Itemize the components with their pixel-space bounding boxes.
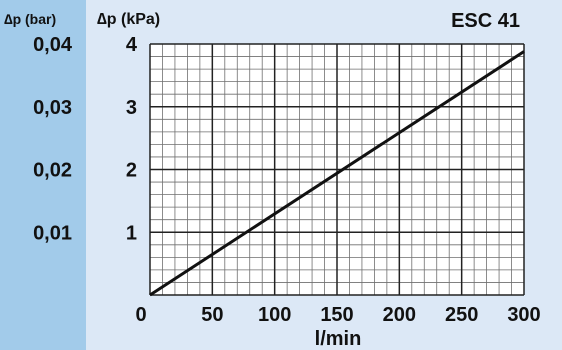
bar-scale-panel	[0, 0, 86, 350]
bar-tick-labels: 0,01 0,02 0,03 0,04	[33, 34, 73, 244]
x-tick-labels: 0 50 100 150 200 250 300	[135, 304, 540, 326]
bar-tick-label: 0,04	[33, 34, 73, 56]
series-layer	[149, 50, 525, 297]
x-axis-label: l/min	[315, 328, 362, 350]
bar-tick-label: 0,01	[33, 222, 72, 244]
y-tick-label: 1	[126, 222, 137, 244]
x-tick-label: 50	[201, 304, 223, 326]
y-tick-labels: 1 2 3 4	[126, 34, 138, 244]
x-tick-label: 200	[383, 304, 416, 326]
x-tick-label: 100	[258, 304, 291, 326]
bar-tick-label: 0,02	[33, 160, 72, 182]
major-grid	[149, 43, 525, 296]
x-tick-label: 0	[135, 304, 146, 326]
x-tick-label: 150	[320, 304, 353, 326]
bar-tick-label: 0,03	[33, 97, 72, 119]
kpa-axis-label: ∆p (kPa)	[97, 11, 160, 28]
x-tick-label: 250	[445, 304, 478, 326]
series-line	[149, 50, 525, 297]
chart-title: ESC 41	[451, 10, 520, 32]
y-tick-label: 4	[126, 34, 138, 56]
y-tick-label: 2	[126, 160, 137, 182]
x-tick-label: 300	[507, 304, 540, 326]
y-tick-label: 3	[126, 97, 137, 119]
bar-axis-label: ∆p (bar)	[4, 11, 56, 27]
